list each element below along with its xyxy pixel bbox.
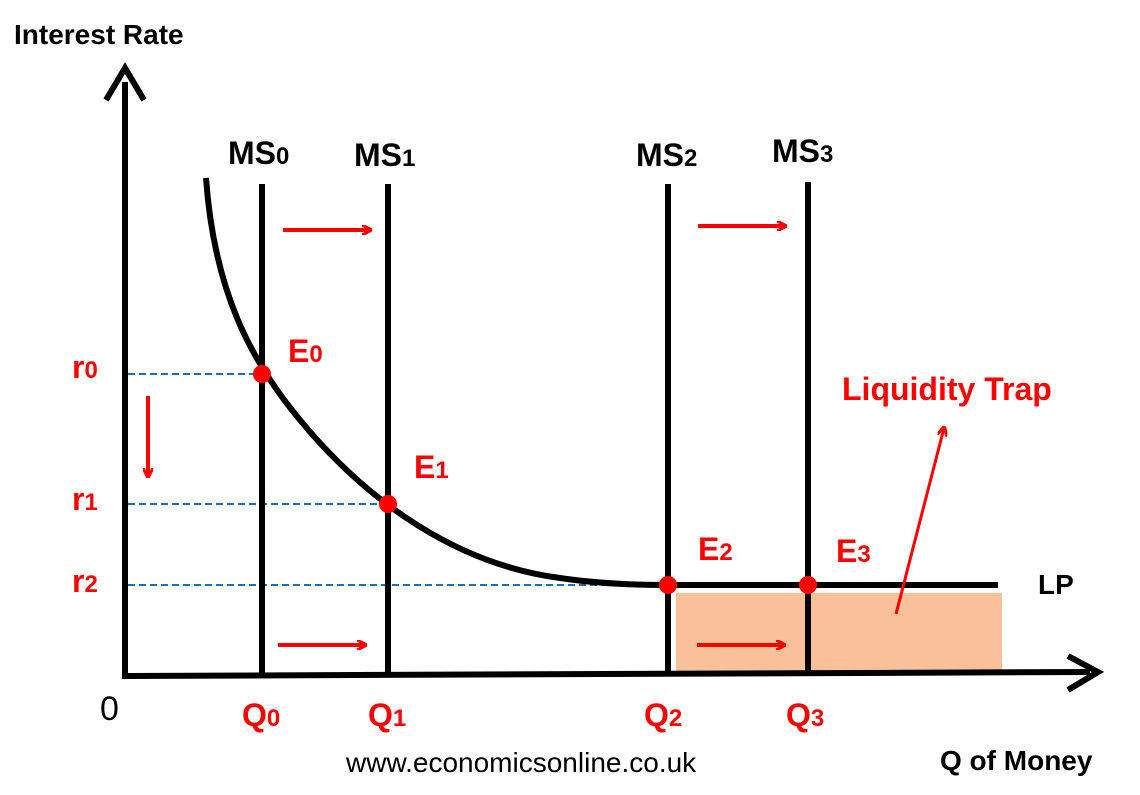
source-url: www.economicsonline.co.uk xyxy=(345,747,697,778)
q1-label: Q1 xyxy=(368,697,406,733)
ms1-label: MS1 xyxy=(354,137,415,173)
e3-label: E3 xyxy=(836,533,871,569)
origin-label: 0 xyxy=(100,690,119,728)
y-axis-arrowhead xyxy=(103,62,147,102)
ms2-label: MS2 xyxy=(636,137,697,173)
x-axis-arrowhead xyxy=(1066,653,1105,693)
e1-label: E1 xyxy=(414,449,449,485)
e0-label: E0 xyxy=(288,333,323,369)
y-axis-label: Interest Rate xyxy=(14,19,184,50)
r0-label: r0 xyxy=(72,349,98,385)
liquidity-trap-pointer xyxy=(894,428,944,615)
q2-label: Q2 xyxy=(644,697,682,733)
ms3-label: MS3 xyxy=(772,133,833,169)
x-axis xyxy=(121,669,1091,679)
lp-label: LP xyxy=(1038,569,1074,600)
e1-point xyxy=(379,495,397,513)
ms0-label: MS0 xyxy=(228,135,289,171)
x-axis-label: Q of Money xyxy=(940,745,1093,776)
r1-label: r1 xyxy=(72,481,98,517)
e3-point xyxy=(799,576,817,594)
liquidity-trap-label: Liquidity Trap xyxy=(842,371,1052,407)
e2-label: E2 xyxy=(698,531,733,567)
r2-label: r2 xyxy=(72,563,98,599)
q3-label: Q3 xyxy=(786,697,824,733)
q0-label: Q0 xyxy=(242,697,280,733)
e2-point xyxy=(659,576,677,594)
liquidity-trap-region xyxy=(676,593,1002,671)
e0-point xyxy=(253,365,271,383)
